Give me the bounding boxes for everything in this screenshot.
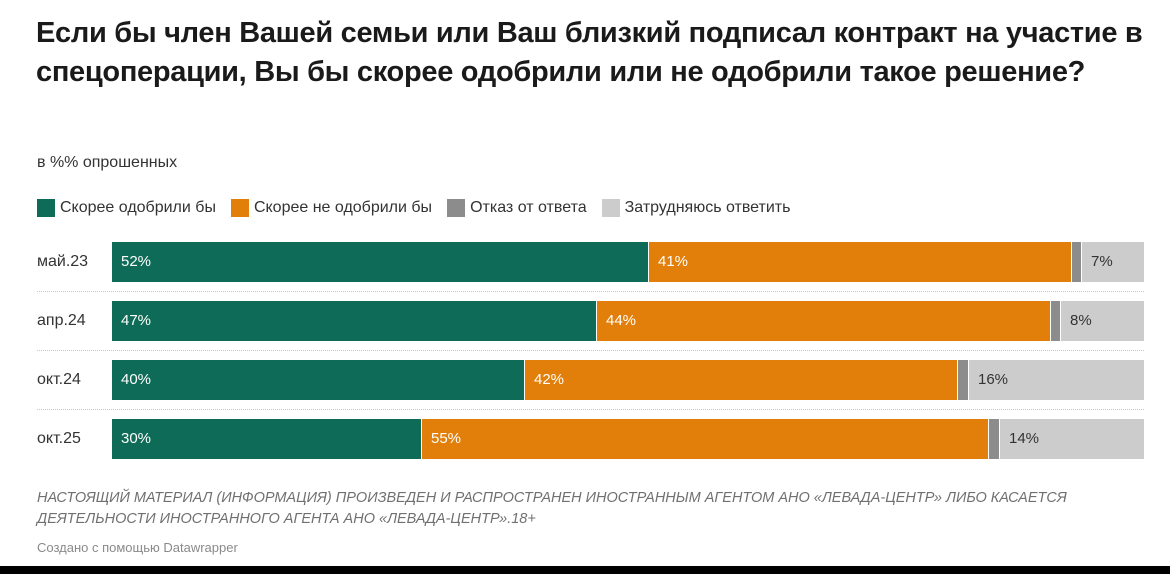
data-label-approve: 30% [121,430,152,447]
data-label-approve: 47% [121,312,152,329]
bar-segment-undecided [1061,301,1144,341]
foreign-agent-disclaimer: НАСТОЯЩИЙ МАТЕРИАЛ (ИНФОРМАЦИЯ) ПРОИЗВЕД… [37,490,1067,527]
bar-segment-refused [958,360,969,400]
stacked-bar: 40% 42% 16% [112,360,1144,400]
chart-subtitle: в %% опрошенных [37,154,178,171]
bar-segment-refused [1051,301,1061,341]
stacked-bar-chart: май.23 52% 41% 7% апр.24 47% 44% 8% окт.24 40% 42%… [0,232,1170,472]
bar-segment-disapprove [525,360,958,400]
chart-title: Если бы член Вашей семьи или Ваш близкий… [36,17,1143,88]
data-label-undecided: 8% [1070,312,1092,329]
chart-legend: Скорее одобрили бы Скорее не одобрили бы… [37,197,805,219]
category-label: май.23 [37,253,89,270]
data-label-disapprove: 41% [658,253,689,270]
bar-segment-approve [112,242,649,282]
datawrapper-credit: Создано с помощью Datawrapper [37,540,238,555]
bar-segment-refused [989,419,1000,459]
bar-segment-undecided [1000,419,1144,459]
stacked-bar: 52% 41% 7% [112,242,1144,282]
legend-item-undecided: Затрудняюсь ответить [601,199,791,217]
data-label-undecided: 14% [1009,430,1040,447]
category-label: окт.25 [37,430,81,447]
legend-item-disapprove: Скорее не одобрили бы [230,199,433,217]
bar-segment-disapprove [597,301,1051,341]
legend-swatch-undecided [601,199,620,217]
legend-swatch-approve [37,199,55,217]
row-separator [37,350,1144,351]
legend-swatch-disapprove [230,199,249,217]
bottom-border [0,566,1170,574]
row-separator [37,291,1144,292]
stacked-bar: 30% 55% 14% [112,419,1144,459]
legend-label-refused: Отказ от ответа [470,199,587,216]
bar-segment-undecided [1082,242,1144,282]
legend-label-disapprove: Скорее не одобрили бы [253,199,433,216]
bar-segment-disapprove [649,242,1072,282]
bar-row: окт.24 40% 42% 16% [0,350,1170,409]
stacked-bar: 47% 44% 8% [112,301,1144,341]
bar-segment-undecided [969,360,1144,400]
bar-segment-approve [112,360,525,400]
data-label-disapprove: 42% [534,371,565,388]
legend-item-refused: Отказ от ответа [447,199,587,217]
legend-item-approve: Скорее одобрили бы [37,199,216,217]
legend-label-undecided: Затрудняюсь ответить [624,199,791,216]
data-label-approve: 40% [121,371,152,388]
category-label: апр.24 [37,312,86,329]
bar-segment-disapprove [422,419,989,459]
bar-segment-refused [1072,242,1082,282]
data-label-undecided: 7% [1091,253,1113,270]
data-label-approve: 52% [121,253,152,270]
bar-row: апр.24 47% 44% 8% [0,291,1170,350]
data-label-disapprove: 55% [431,430,462,447]
data-label-disapprove: 44% [606,312,637,329]
category-label: окт.24 [37,371,81,388]
legend-swatch-refused [447,199,466,217]
row-separator [37,409,1144,410]
bar-segment-approve [112,301,597,341]
data-label-undecided: 16% [978,371,1009,388]
bar-row: окт.25 30% 55% 14% [0,409,1170,468]
legend-label-approve: Скорее одобрили бы [60,199,216,216]
bar-row: май.23 52% 41% 7% [0,232,1170,291]
bar-segment-approve [112,419,422,459]
